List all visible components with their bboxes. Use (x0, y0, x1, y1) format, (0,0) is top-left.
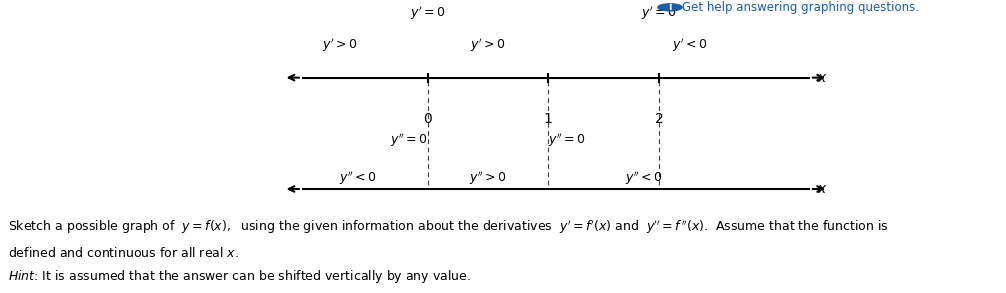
Text: $y' > 0$: $y' > 0$ (470, 37, 506, 54)
Text: $y' = 0$: $y' = 0$ (409, 4, 446, 22)
Text: $y'' = 0$: $y'' = 0$ (548, 132, 586, 149)
Text: $x$: $x$ (817, 182, 828, 196)
Text: $y'' < 0$: $y'' < 0$ (625, 170, 663, 188)
Text: $x$: $x$ (817, 71, 828, 85)
Text: $y' < 0$: $y' < 0$ (672, 37, 707, 54)
Text: Get help answering graphing questions.: Get help answering graphing questions. (682, 1, 919, 14)
Text: $y' = 0$: $y' = 0$ (641, 4, 677, 22)
Text: defined and continuous for all real $x$.: defined and continuous for all real $x$. (8, 246, 239, 260)
Text: $y'' > 0$: $y'' > 0$ (469, 170, 507, 188)
Text: $y'' = 0$: $y'' = 0$ (389, 132, 428, 149)
Circle shape (658, 4, 682, 11)
Text: 2: 2 (655, 112, 663, 126)
Text: $y'' < 0$: $y'' < 0$ (339, 170, 377, 188)
Text: $\mathit{Hint}$: It is assumed that the answer can be shifted vertically by any : $\mathit{Hint}$: It is assumed that the … (8, 268, 471, 285)
Text: i: i (668, 2, 672, 12)
Text: Sketch a possible graph of  $y = f(x),$  using the given information about the d: Sketch a possible graph of $y = f(x),$ u… (8, 218, 889, 236)
Text: 1: 1 (544, 112, 552, 126)
Text: $y' > 0$: $y' > 0$ (322, 37, 357, 54)
Text: 0: 0 (424, 112, 432, 126)
